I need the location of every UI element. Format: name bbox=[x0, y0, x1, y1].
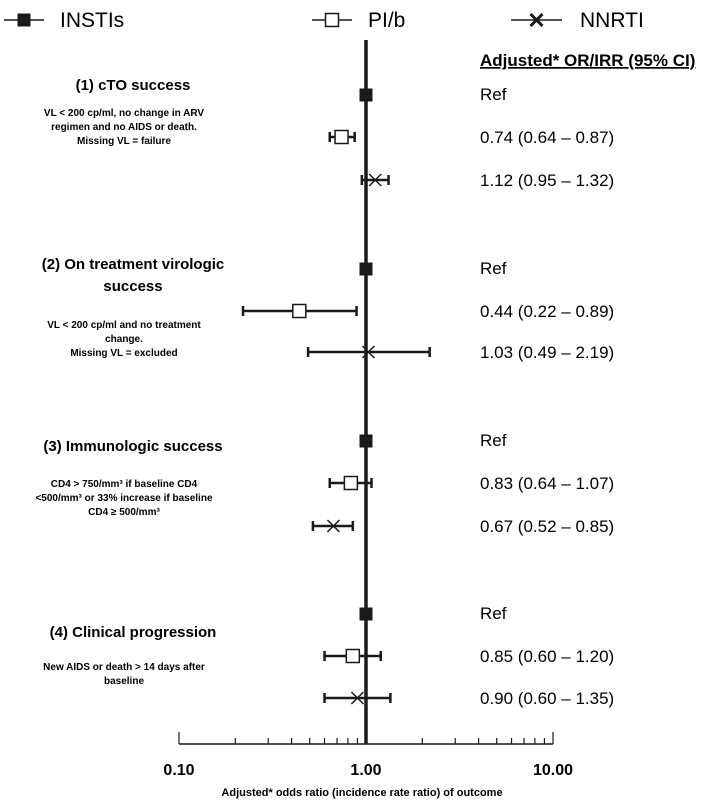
estimate-label: 0.44 (0.22 – 0.89) bbox=[480, 302, 614, 321]
outcome-description: Missing VL = failure bbox=[77, 136, 171, 147]
outcome-description: Missing VL = excluded bbox=[70, 348, 177, 359]
outcome-description: VL < 200 cp/ml and no treatment bbox=[47, 320, 201, 331]
estimate-marker bbox=[368, 173, 382, 187]
legend-marker-instis bbox=[17, 13, 31, 27]
legend-marker-pib bbox=[324, 12, 340, 28]
x-tick-label: 1.00 bbox=[350, 762, 381, 779]
x-axis: 0.10 1.00 10.00 bbox=[163, 732, 573, 779]
estimate-marker bbox=[359, 262, 373, 276]
estimate-column-header: Adjusted* OR/IRR (95% CI) bbox=[480, 51, 695, 70]
legend-label: NNRTI bbox=[580, 9, 644, 32]
outcome-group: (4) Clinical progression New AIDS or deat… bbox=[43, 604, 614, 708]
estimate-marker bbox=[292, 303, 307, 319]
x-tick-label: 0.10 bbox=[163, 762, 194, 779]
outcome-description: change. bbox=[105, 334, 143, 345]
outcome-description: New AIDS or death > 14 days after bbox=[43, 662, 205, 673]
estimate-marker bbox=[359, 607, 373, 621]
outcome-description: regimen and no AIDS or death. bbox=[51, 122, 197, 133]
estimate-label: 0.74 (0.64 – 0.87) bbox=[480, 128, 614, 147]
outcome-description: baseline bbox=[104, 676, 144, 687]
estimate-label: Ref bbox=[480, 259, 507, 278]
legend-label: PI/b bbox=[368, 9, 405, 32]
outcome-group: (1) cTO success VL < 200 cp/ml, no change… bbox=[44, 77, 614, 190]
legend-label: INSTIs bbox=[60, 9, 124, 32]
outcome-title: (4) Clinical progression bbox=[50, 624, 217, 641]
estimate-marker bbox=[359, 434, 373, 448]
estimate-label: 0.85 (0.60 – 1.20) bbox=[480, 647, 614, 666]
estimate-marker bbox=[345, 648, 361, 664]
estimate-label: Ref bbox=[480, 85, 507, 104]
outcome-title: (3) Immunologic success bbox=[43, 438, 222, 455]
estimate-label: Ref bbox=[480, 431, 507, 450]
estimate-marker bbox=[326, 519, 341, 533]
estimate-label: 0.67 (0.52 – 0.85) bbox=[480, 517, 614, 536]
outcome-title: (2) On treatment virologic bbox=[42, 256, 225, 273]
outcome-description: <500/mm³ or 33% increase if baseline bbox=[35, 493, 212, 504]
x-tick-label: 10.00 bbox=[533, 762, 573, 779]
outcome-title: success bbox=[103, 278, 162, 295]
outcome-description: CD4 ≥ 500/mm³ bbox=[88, 507, 160, 518]
estimate-label: Ref bbox=[480, 604, 507, 623]
legend: INSTIs PI/b NNRTI bbox=[4, 9, 644, 32]
legend-marker-nnrti bbox=[529, 12, 544, 28]
estimate-marker bbox=[343, 475, 359, 491]
estimate-label: 0.90 (0.60 – 1.35) bbox=[480, 689, 614, 708]
estimate-label: 0.83 (0.64 – 1.07) bbox=[480, 474, 614, 493]
outcome-description: VL < 200 cp/ml, no change in ARV bbox=[44, 108, 204, 119]
x-axis-label: Adjusted* odds ratio (incidence rate rat… bbox=[221, 787, 502, 799]
outcome-title: (1) cTO success bbox=[76, 77, 191, 94]
estimate-marker bbox=[350, 691, 364, 705]
estimate-marker bbox=[361, 345, 375, 359]
estimate-marker bbox=[359, 88, 373, 102]
estimate-label: 1.03 (0.49 – 2.19) bbox=[480, 343, 614, 362]
outcome-group: (2) On treatment virologic success VL < 20… bbox=[42, 256, 614, 362]
outcome-groups: (1) cTO success VL < 200 cp/ml, no change… bbox=[35, 77, 614, 708]
estimate-label: 1.12 (0.95 – 1.32) bbox=[480, 171, 614, 190]
outcome-group: (3) Immunologic success CD4 > 750/mm³ if … bbox=[35, 431, 614, 536]
outcome-description: CD4 > 750/mm³ if baseline CD4 bbox=[51, 479, 198, 490]
estimate-marker bbox=[334, 129, 349, 145]
